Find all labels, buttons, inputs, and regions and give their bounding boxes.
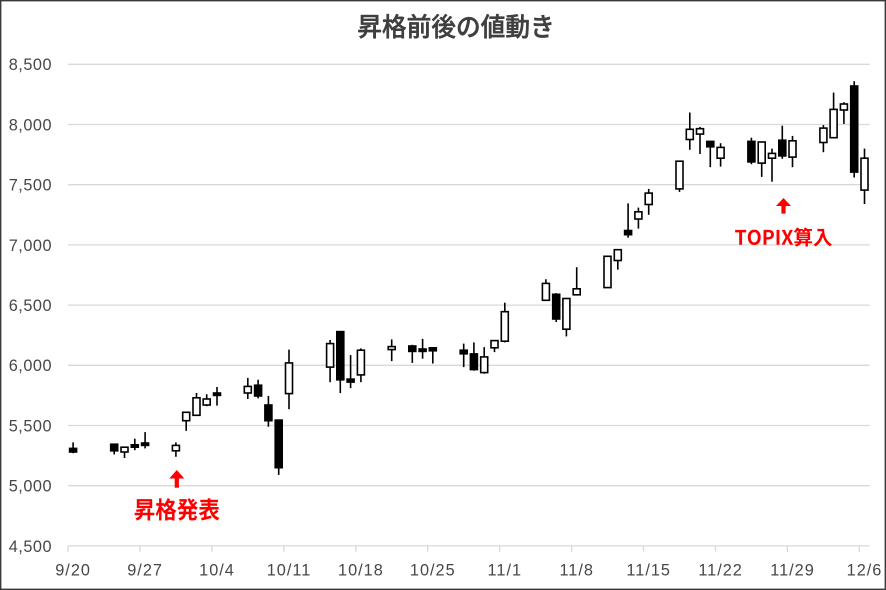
svg-text:8,500: 8,500: [9, 56, 52, 74]
svg-text:6,000: 6,000: [9, 357, 52, 375]
svg-text:8,000: 8,000: [9, 116, 52, 134]
svg-text:11/1: 11/1: [488, 562, 522, 580]
svg-text:9/27: 9/27: [127, 562, 163, 580]
svg-text:5,000: 5,000: [9, 478, 52, 496]
svg-text:7,500: 7,500: [9, 177, 52, 195]
svg-text:7,000: 7,000: [9, 237, 52, 255]
svg-text:10/4: 10/4: [199, 562, 235, 580]
svg-text:4,500: 4,500: [9, 538, 52, 556]
svg-text:11/22: 11/22: [698, 562, 743, 580]
svg-text:10/25: 10/25: [410, 562, 456, 580]
svg-text:9/20: 9/20: [55, 562, 91, 580]
svg-text:11/29: 11/29: [770, 562, 815, 580]
svg-text:11/15: 11/15: [626, 562, 671, 580]
svg-text:6,500: 6,500: [9, 297, 52, 315]
svg-text:11/8: 11/8: [559, 562, 593, 580]
svg-text:10/18: 10/18: [338, 562, 384, 580]
svg-text:12/6: 12/6: [847, 562, 883, 580]
svg-text:5,500: 5,500: [9, 417, 52, 435]
svg-text:10/11: 10/11: [267, 562, 312, 580]
